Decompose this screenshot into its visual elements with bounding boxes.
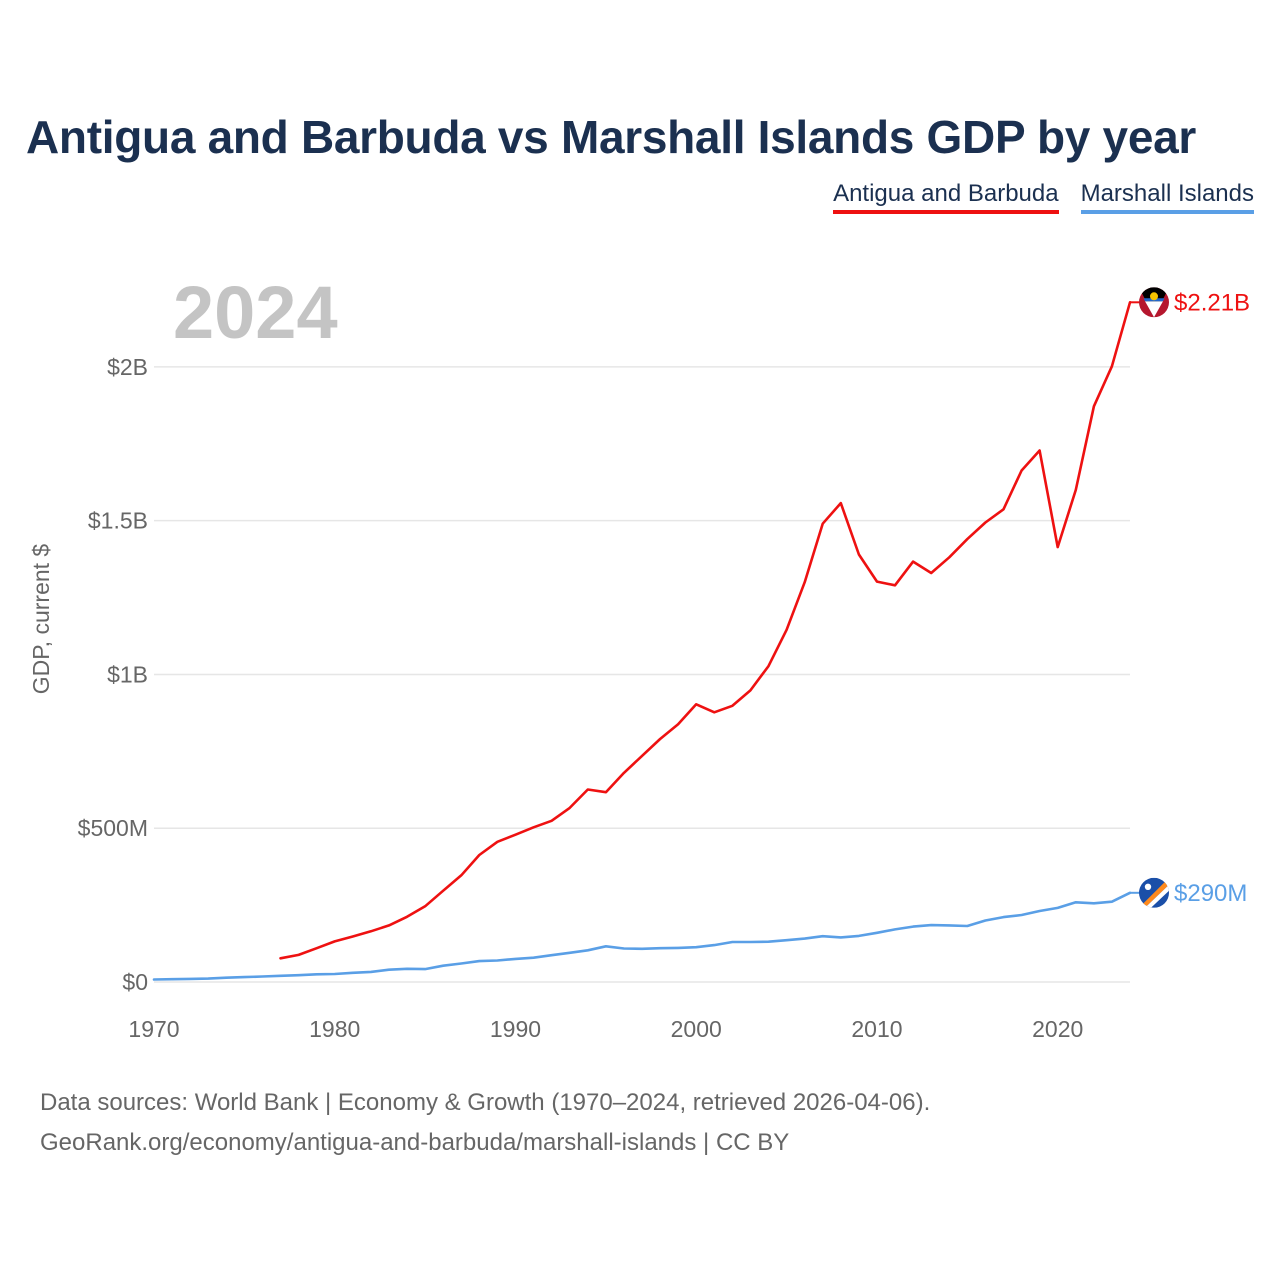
y-axis: $0 $500M $1B $1.5B $2B (78, 354, 148, 995)
series-lines (152, 300, 1132, 981)
series-line-antigua-and-barbuda[interactable] (279, 300, 1132, 960)
legend-item-antigua-and-barbuda[interactable]: Antigua and Barbuda (833, 180, 1059, 214)
end-value-label: $290M (1174, 880, 1247, 907)
year-label: 2024 (173, 271, 338, 354)
y-tick-label: $2B (107, 354, 148, 380)
y-tick-label: $1B (107, 661, 148, 687)
x-tick-label: 1980 (309, 1016, 360, 1042)
end-markers: $2.21B $290M (1130, 287, 1250, 908)
end-value-label: $2.21B (1174, 289, 1250, 316)
marshall-islands-flag-icon (1139, 877, 1169, 908)
x-tick-label: 2010 (851, 1016, 902, 1042)
legend: Antigua and Barbuda Marshall Islands (833, 180, 1254, 214)
gridlines (154, 366, 1130, 983)
source-link[interactable]: GeoRank.org/economy/antigua-and-barbuda/… (40, 1129, 790, 1156)
source-note: Data sources: World Bank | Economy & Gro… (40, 1083, 930, 1163)
antigua-and-barbuda-flag-icon (1139, 287, 1169, 318)
y-tick-label: $0 (122, 969, 148, 995)
legend-item-marshall-islands[interactable]: Marshall Islands (1080, 180, 1254, 214)
chart-title: Antigua and Barbuda vs Marshall Islands … (26, 111, 1196, 163)
y-axis-title: GDP, current $ (28, 544, 54, 695)
y-tick-label: $1.5B (88, 508, 148, 534)
x-tick-label: 2000 (671, 1016, 722, 1042)
x-tick-label: 1970 (128, 1016, 179, 1042)
y-tick-label: $500M (78, 815, 148, 841)
x-tick-label: 2020 (1032, 1016, 1083, 1042)
x-axis: 1970 1980 1990 2000 2010 2020 (128, 1016, 1083, 1042)
line-chart: 2024 GDP, current $ $0 $500M $1B $1.5B $2B 1… (28, 271, 1250, 1042)
series-line-marshall-islands[interactable] (152, 891, 1132, 981)
source-line: Data sources: World Bank | Economy & Gro… (40, 1089, 931, 1116)
x-tick-label: 1990 (490, 1016, 541, 1042)
